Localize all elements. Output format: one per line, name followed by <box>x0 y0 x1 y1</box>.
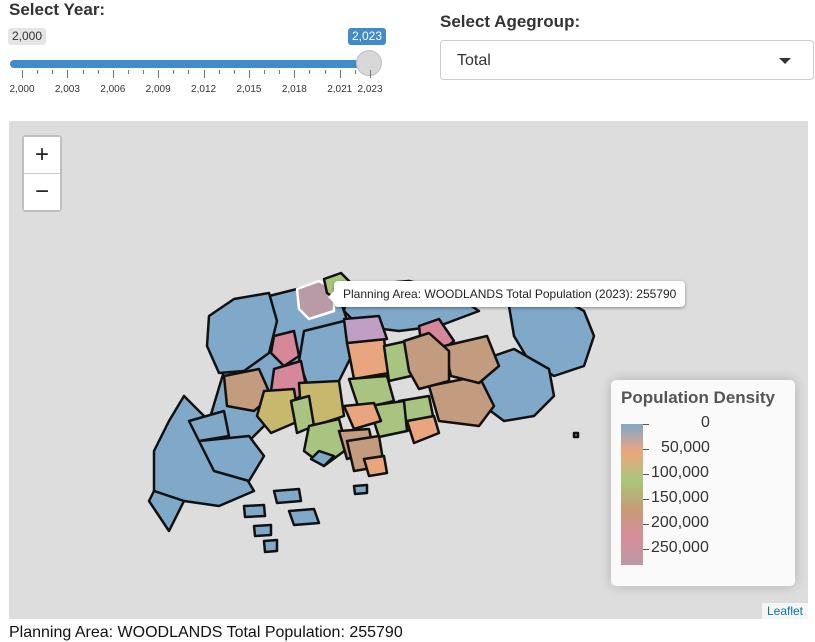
slider-minor-tick <box>233 70 235 74</box>
legend-label: 100,000 <box>651 464 709 481</box>
chevron-down-icon <box>779 58 791 64</box>
slider-minor-tick <box>264 70 266 74</box>
region-sentosa <box>362 454 389 478</box>
legend-title: Population Density <box>621 388 775 407</box>
slider-minor-tick <box>52 70 54 74</box>
legend-tick <box>643 549 649 550</box>
region-tuas <box>147 489 186 533</box>
slider-tick-label: 2,018 <box>281 84 307 95</box>
island-3 <box>242 503 267 519</box>
slider-minor-tick <box>158 70 160 78</box>
slider-tick-label: 2,015 <box>236 84 262 95</box>
slider-minor-tick <box>248 70 250 78</box>
agegroup-label: Select Agegroup: <box>440 12 581 31</box>
region-woodlands <box>295 279 336 321</box>
region-novena <box>347 374 396 411</box>
slider-minor-tick <box>67 70 69 78</box>
island-6 <box>309 449 336 468</box>
year-slider-fill <box>10 60 368 68</box>
year-slider-ticks: 2,000 2,003 2,006 2,009 2,012 2,015 2,018 2,021… <box>0 70 400 100</box>
slider-minor-tick <box>203 70 205 78</box>
slider-minor-tick <box>324 70 326 74</box>
island-2 <box>287 507 321 527</box>
region-boon-lay <box>187 409 231 443</box>
map-canvas[interactable]: + − Planning Area: WOODLANDS Total Popul… <box>9 121 808 619</box>
slider-minor-tick <box>112 70 114 78</box>
legend-label: 150,000 <box>651 489 709 506</box>
legend-label: 50,000 <box>661 439 710 456</box>
slider-value-badge: 2,023 <box>348 28 387 45</box>
slider-minor-tick <box>370 70 371 78</box>
zoom-out-button[interactable]: − <box>24 173 60 210</box>
slider-minor-tick <box>82 70 84 74</box>
region-pioneer <box>197 434 266 483</box>
agegroup-select[interactable]: Total <box>440 40 814 80</box>
zoom-control: + − <box>22 135 62 212</box>
slider-tick-label: 2,000 <box>9 84 35 95</box>
slider-minor-tick <box>173 70 175 74</box>
map-regions <box>147 271 596 554</box>
legend-tick <box>643 449 649 450</box>
slider-minor-tick <box>339 70 341 78</box>
slider-minor-tick <box>188 70 190 74</box>
slider-minor-tick <box>309 70 311 74</box>
slider-minor-tick <box>127 70 129 74</box>
island-4 <box>252 523 273 538</box>
region-marine-parade <box>405 414 441 445</box>
island-8 <box>572 431 580 439</box>
slider-minor-tick <box>279 70 281 74</box>
slider-tick-label: 2,021 <box>327 84 353 95</box>
region-northwest <box>205 291 279 375</box>
slider-minor-tick <box>143 70 145 74</box>
year-slider-handle[interactable] <box>356 50 382 76</box>
region-ang-mo-kio <box>345 337 391 381</box>
slider-tick-label: 2,012 <box>191 84 217 95</box>
region-serangoon <box>342 314 389 345</box>
region-pasir-ris <box>402 331 451 391</box>
region-tooltip: Planning Area: WOODLANDS Total Populatio… <box>327 281 686 307</box>
legend-tick <box>643 474 649 475</box>
zoom-in-button[interactable]: + <box>24 137 60 173</box>
slider-minor-tick <box>37 70 39 74</box>
legend-label: 0 <box>701 414 710 431</box>
legend-color-bar <box>621 424 643 565</box>
island-7 <box>352 483 369 496</box>
legend-label: 200,000 <box>651 514 709 531</box>
slider-minor-tick <box>294 70 296 78</box>
legend-label: 250,000 <box>651 539 709 556</box>
slider-minor-tick <box>97 70 99 74</box>
slider-tick-label: 2,006 <box>100 84 126 95</box>
map-legend: Population Density 0 50,000 100,000 150,000… <box>611 380 795 586</box>
region-clementi <box>255 387 301 435</box>
year-label: Select Year: <box>9 0 106 19</box>
slider-tick-label: 2,023 <box>357 84 383 95</box>
slider-minor-tick <box>218 70 220 74</box>
agegroup-selected-value: Total <box>457 52 491 69</box>
leaflet-attribution-link[interactable]: Leaflet <box>761 603 808 619</box>
island-1 <box>272 487 303 505</box>
slider-min-badge: 2,000 <box>8 28 47 45</box>
slider-minor-tick <box>22 70 23 78</box>
slider-tick-label: 2,009 <box>145 84 171 95</box>
legend-tick <box>643 524 649 525</box>
region-outram <box>342 401 383 431</box>
selection-caption: Planning Area: WOODLANDS Total Populatio… <box>9 624 403 641</box>
legend-tick <box>643 499 649 500</box>
region-bukit-panjang <box>269 329 301 368</box>
region-kallang <box>367 399 409 439</box>
island-5 <box>262 538 279 554</box>
slider-minor-tick <box>354 70 356 74</box>
legend-tick <box>643 424 649 425</box>
slider-tick-label: 2,003 <box>54 84 80 95</box>
